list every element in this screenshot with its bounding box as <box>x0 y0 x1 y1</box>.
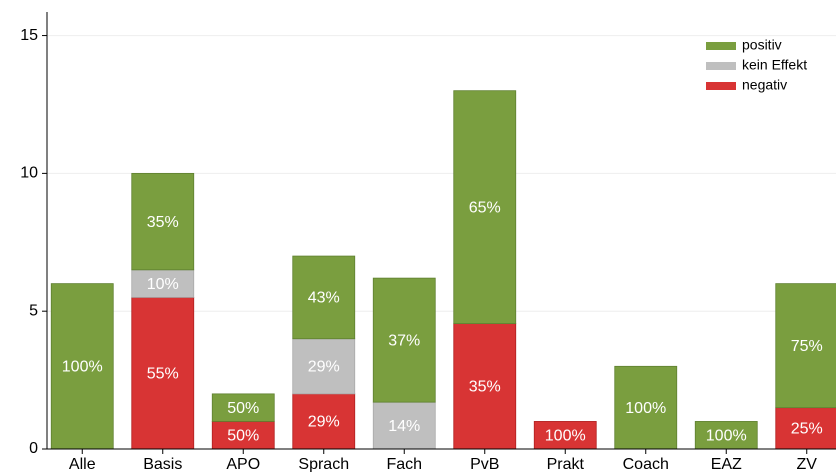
legend-label: positiv <box>742 37 782 53</box>
value-label: 50% <box>227 400 259 417</box>
bar-segment <box>453 323 517 450</box>
bar-segment <box>50 283 114 450</box>
value-label: 100% <box>62 359 103 376</box>
x-tick-label: Fach <box>386 456 422 472</box>
y-tick-label: 0 <box>29 440 38 457</box>
x-tick-label: APO <box>226 456 260 472</box>
x-tick-label: Sprach <box>298 456 349 472</box>
value-label: 100% <box>545 427 586 444</box>
value-label: 10% <box>147 276 179 293</box>
value-label: 29% <box>308 414 340 431</box>
value-label: 55% <box>147 365 179 382</box>
value-label: 100% <box>625 400 666 417</box>
x-tick-label: Basis <box>143 456 182 472</box>
x-tick-label: Coach <box>623 456 669 472</box>
x-tick-label: EAZ <box>711 456 742 472</box>
value-label: 65% <box>469 199 501 216</box>
value-label: 50% <box>227 427 259 444</box>
bar-segment <box>292 338 356 395</box>
value-label: 100% <box>706 427 747 444</box>
value-label: 25% <box>791 421 823 438</box>
value-label: 35% <box>469 379 501 396</box>
bar-segment <box>292 255 356 340</box>
x-tick-label: PvB <box>470 456 499 472</box>
bar-segment <box>211 421 275 450</box>
bar-segment <box>453 90 517 324</box>
bar-segment <box>372 401 436 450</box>
bar-segment <box>694 421 758 450</box>
bar-segment <box>614 365 678 450</box>
x-tick-label: Alle <box>69 456 96 472</box>
value-label: 29% <box>308 359 340 376</box>
legend-label: negativ <box>742 77 787 93</box>
value-label: 37% <box>388 332 420 349</box>
legend-swatch <box>706 42 736 50</box>
y-tick-label: 10 <box>20 165 38 182</box>
bar-segment <box>775 407 836 450</box>
x-tick-label: Prakt <box>547 456 585 472</box>
bar-segment <box>775 283 836 409</box>
bar-segment <box>211 393 275 422</box>
y-tick-label: 15 <box>20 27 38 44</box>
legend-swatch <box>706 82 736 90</box>
legend-swatch <box>706 62 736 70</box>
legend-label: kein Effekt <box>742 57 807 73</box>
x-tick-label: ZV <box>797 456 818 472</box>
value-label: 14% <box>388 418 420 435</box>
bar-segment <box>131 172 195 271</box>
value-label: 75% <box>791 338 823 355</box>
bar-segment <box>372 277 436 403</box>
value-label: 35% <box>147 214 179 231</box>
value-label: 43% <box>308 290 340 307</box>
y-tick-label: 5 <box>29 302 38 319</box>
